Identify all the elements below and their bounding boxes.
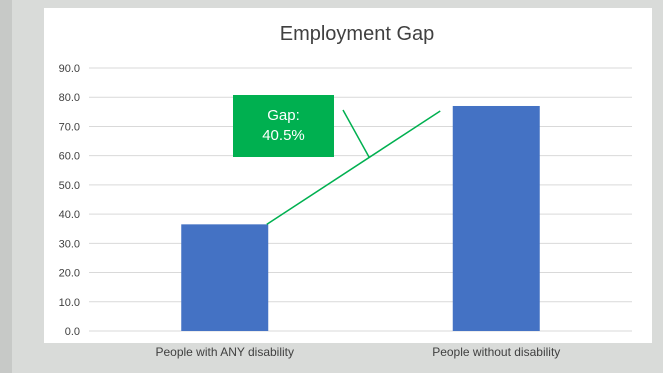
x-tick-label: People without disability — [432, 345, 560, 359]
y-tick-label: 10.0 — [59, 297, 80, 309]
y-tick-label: 0.0 — [65, 326, 80, 338]
gap-value: 40.5% — [262, 127, 305, 144]
gap-label: Gap: — [267, 107, 300, 124]
chart-background — [44, 8, 652, 343]
chart-title: Employment Gap — [280, 23, 435, 45]
y-tick-label: 50.0 — [59, 180, 80, 192]
bar — [452, 105, 540, 331]
y-tick-label: 90.0 — [59, 63, 80, 75]
gap-annotation-box: Gap: 40.5% — [233, 95, 334, 157]
y-tick-label: 20.0 — [59, 268, 80, 280]
y-tick-label: 30.0 — [59, 238, 80, 250]
window-frame — [0, 0, 12, 373]
y-tick-label: 60.0 — [59, 151, 80, 163]
x-tick-label: People with ANY disability — [155, 345, 294, 359]
y-tick-label: 40.0 — [59, 209, 80, 221]
gap-pointer-line — [342, 109, 370, 158]
y-tick-label: 80.0 — [59, 92, 80, 104]
y-tick-label: 70.0 — [59, 121, 80, 133]
bar — [181, 224, 269, 331]
gap-connector-line — [266, 110, 441, 225]
